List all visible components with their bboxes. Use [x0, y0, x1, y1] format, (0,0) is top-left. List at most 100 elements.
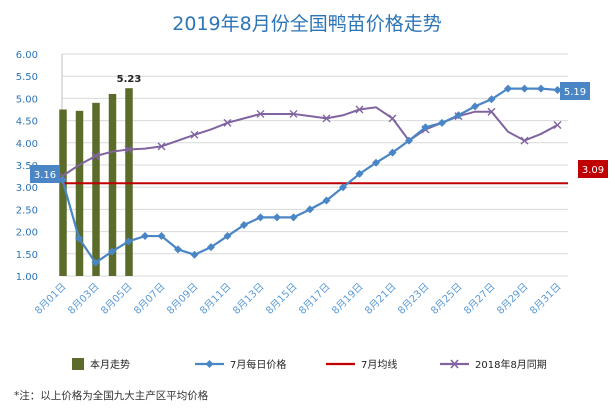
july-daily-marker	[355, 169, 364, 178]
legend-label-last-year: 2018年8月同期	[475, 358, 547, 371]
y-tick-label: 2.50	[16, 205, 38, 216]
bar-data-label: 5.23	[117, 74, 142, 85]
x-tick-label: 8月03日	[65, 281, 101, 317]
last-year-marker	[157, 142, 166, 151]
july-daily-marker	[124, 237, 133, 246]
x-tick-label: 8月05日	[98, 281, 134, 317]
y-tick-label: 1.50	[16, 250, 38, 261]
footnote: *注：以上价格为全国九大主产区平均价格	[14, 389, 209, 402]
y-tick-label: 4.00	[16, 139, 38, 150]
july-daily-marker	[240, 220, 248, 229]
july-daily-marker	[207, 243, 215, 252]
y-tick-label: 5.50	[16, 72, 38, 83]
legend-swatch-bars	[72, 358, 84, 370]
legend-marker-last-year	[450, 359, 459, 369]
july-daily-marker	[322, 196, 331, 205]
july-daily-series	[58, 84, 562, 267]
x-tick-label: 8月21日	[362, 281, 398, 317]
legend-label-july-daily: 7月每日价格	[230, 358, 286, 371]
july-daily-marker	[504, 84, 512, 93]
last-year-marker	[355, 105, 364, 114]
july-daily-marker	[388, 148, 397, 157]
y-tick-label: 2.00	[16, 228, 38, 239]
y-tick-label: 4.50	[16, 117, 38, 128]
last-year-marker	[91, 152, 100, 161]
bar	[59, 109, 67, 276]
july-daily-marker	[454, 111, 463, 120]
x-tick-label: 8月17日	[296, 281, 332, 317]
july-daily-marker	[58, 176, 67, 185]
x-tick-label: 8月11日	[197, 281, 233, 317]
x-tick-label: 8月25日	[428, 281, 464, 317]
x-tick-label: 8月09日	[164, 281, 200, 317]
y-tick-label: 5.00	[16, 94, 38, 105]
x-tick-label: 8月23日	[395, 281, 431, 317]
y-axis-ticks: 1.00 1.50 2.00 2.50 3.00 3.50 4.00 4.50 5.00 5.50…	[16, 50, 38, 283]
july-end-callout-label: 5.19	[564, 87, 586, 98]
x-tick-label: 8月07日	[131, 281, 167, 317]
bar	[75, 110, 84, 276]
last-year-marker	[190, 130, 199, 139]
july-daily-marker	[256, 213, 265, 222]
july-daily-marker	[306, 205, 314, 214]
last-year-series	[58, 105, 562, 181]
last-year-marker	[256, 109, 265, 118]
july-daily-marker	[553, 85, 562, 94]
july-start-callout-box	[30, 165, 60, 183]
july-avg-callout-box	[578, 160, 608, 178]
july-daily-marker	[537, 84, 545, 93]
july-daily-marker	[405, 136, 413, 145]
july-daily-marker	[190, 250, 199, 259]
july-daily-marker	[438, 118, 446, 127]
chart-title: 2019年8月份全国鸭苗价格走势	[172, 13, 441, 35]
y-tick-label: 3.00	[16, 183, 38, 194]
x-tick-label: 8月27日	[461, 281, 497, 317]
july-daily-marker	[273, 213, 281, 222]
x-tick-label: 8月29日	[494, 281, 530, 317]
last-year-marker	[124, 145, 133, 154]
july-daily-marker	[487, 95, 496, 104]
july-daily-marker	[471, 102, 479, 111]
last-year-marker	[388, 114, 397, 123]
x-tick-label: 8月01日	[32, 281, 68, 317]
july-daily-marker	[141, 232, 149, 241]
july-daily-marker	[91, 258, 100, 267]
x-tick-label: 8月15日	[263, 281, 299, 317]
y-tick-label: 1.00	[16, 272, 38, 283]
july-end-callout-box	[560, 82, 590, 100]
y-tick-label: 6.00	[16, 50, 38, 61]
july-daily-marker	[372, 158, 380, 167]
bar	[108, 93, 117, 277]
july-daily-marker	[421, 123, 430, 132]
july-start-callout-label: 3.16	[34, 170, 56, 181]
last-year-marker	[223, 118, 232, 127]
july-daily-marker	[174, 245, 182, 254]
last-year-marker	[553, 121, 562, 130]
legend-label-bars: 本月走势	[90, 358, 130, 371]
july-avg-callout-label: 3.09	[582, 165, 604, 176]
july-daily-line	[61, 87, 558, 265]
july-daily-marker	[339, 183, 347, 192]
legend: 本月走势 7月每日价格 7月均线 2018年8月同期	[72, 358, 547, 371]
last-year-marker	[487, 107, 496, 116]
last-year-line	[61, 106, 558, 177]
bar	[125, 88, 133, 276]
legend-label-july-avg: 7月均线	[361, 358, 397, 371]
last-year-marker	[322, 114, 331, 123]
july-daily-marker	[108, 247, 116, 256]
value-callouts: 3.16 5.19 3.09	[30, 82, 608, 183]
x-tick-label: 8月13日	[230, 281, 266, 317]
last-year-marker	[520, 136, 529, 145]
july-daily-marker	[520, 84, 529, 93]
x-tick-label: 8月31日	[527, 281, 563, 317]
gridlines	[61, 53, 568, 277]
legend-marker-july-daily	[205, 360, 214, 368]
y-tick-label: 3.50	[16, 161, 38, 172]
bar-series: 5.23	[59, 74, 142, 277]
x-tick-label: 8月19日	[329, 281, 365, 317]
x-axis-ticks: 8月01日8月03日8月05日8月07日8月09日8月11日8月13日8月15日…	[32, 281, 563, 317]
bar	[92, 102, 100, 276]
july-daily-marker	[157, 232, 166, 241]
july-daily-marker	[223, 232, 232, 241]
